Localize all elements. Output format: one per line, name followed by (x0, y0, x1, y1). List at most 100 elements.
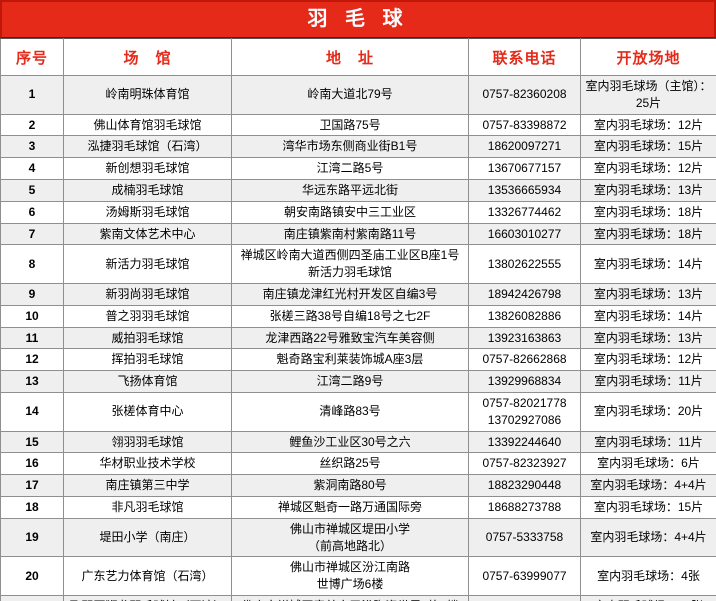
address-cell: 佛山市禅城区意美家卫浴陶瓷世界9栋2楼 (231, 594, 469, 601)
venue-cell: 广东艺力体育馆（石湾） (63, 556, 232, 596)
address-cell: 湾华市场东侧商业街B1号 (231, 135, 469, 159)
phone-cell: 16603010277 (468, 222, 581, 246)
column-header-4: 联系电话 (468, 38, 581, 76)
open-courts-cell: 室内羽毛球场：11片 (580, 370, 716, 393)
address-cell: 南庄镇紫南村紫南路11号 (231, 222, 469, 246)
venue-cell: 新羽尚羽毛球馆 (63, 282, 232, 306)
address-cell: 江湾二路9号 (231, 370, 469, 393)
table-row: 10 普之羽羽毛球馆 张槎三路38号自编18号之七2F 13826082886 室内羽毛… (0, 304, 716, 328)
row-number-cell: 3 (0, 135, 64, 159)
open-courts-cell: 室内羽毛球场：18片 (580, 222, 716, 246)
column-header-1: 序号 (0, 38, 64, 76)
phone-cell: 0757-82021778 13702927086 (468, 391, 581, 432)
phone-cell: 18942426798 (468, 282, 581, 306)
address-cell: 江湾二路5号 (231, 157, 469, 180)
table-row: 18 非凡羽毛球馆 禅城区魁奇一路万通国际旁 18688273788 室内羽毛球场：15… (0, 495, 716, 519)
address-cell: 佛山市禅城区堤田小学 （前高地路北） (231, 517, 469, 558)
venues-table: 序号场 馆地 址联系电话 开放场地 1 岭南明珠体育馆 岭南大道北79号 0757-82… (0, 38, 716, 601)
table-row: 4 新创想羽毛球馆 江湾二路5号 13670677157 室内羽毛球场：12片 (0, 157, 716, 180)
phone-cell: 0757-63999077 (468, 556, 581, 596)
open-courts-cell: 室内羽毛球场：18片 (580, 200, 716, 224)
venue-cell: 挥拍羽毛球馆 (63, 348, 232, 372)
venue-cell: 紫南文体艺术中心 (63, 222, 232, 246)
row-number-cell: 19 (0, 517, 64, 558)
address-cell: 清峰路83号 (231, 391, 469, 432)
table-row: 17 南庄镇第三中学 紫洞南路80号 18823290448 室内羽毛球场：4+4片 (0, 474, 716, 497)
column-header-row: 序号场 馆地 址联系电话 开放场地 (0, 38, 716, 76)
open-courts-cell: 室内羽毛球场：12张 (580, 594, 716, 601)
phone-cell: 18688273788 (468, 495, 581, 519)
open-courts-cell: 室内羽毛球场：13片 (580, 282, 716, 306)
table-row: 11 威拍羽毛球馆 龙津西路22号雅致宝汽车美容侧 13923163863 室内羽毛球场… (0, 326, 716, 350)
column-header-5: 开放场地 (580, 38, 716, 76)
row-number-cell: 20 (0, 556, 64, 596)
address-cell: 禅城区魁奇一路万通国际旁 (231, 495, 469, 519)
phone-cell: 13923163863 (468, 326, 581, 350)
venue-cell: 飞扬体育馆 (63, 370, 232, 393)
address-cell: 岭南大道北79号 (231, 75, 469, 115)
venue-cell: 飞羽亚狮龙羽毛球馆（石湾） (63, 594, 232, 601)
venue-cell: 岭南明珠体育馆 (63, 75, 232, 115)
open-courts-cell: 室内羽毛球场：12片 (580, 348, 716, 372)
row-number-cell: 16 (0, 452, 64, 476)
phone-cell: 13326774462 (468, 200, 581, 224)
open-courts-cell: 室内羽毛球场：6片 (580, 452, 716, 476)
column-header-3: 地 址 (231, 38, 469, 76)
venue-cell: 汤姆斯羽毛球馆 (63, 200, 232, 224)
row-number-cell: 18 (0, 495, 64, 519)
table-row: 21飞羽亚狮龙羽毛球馆（石湾）佛山市禅城区意美家卫浴陶瓷世界9栋2楼137249… (0, 594, 716, 601)
address-cell: 卫国路75号 (231, 113, 469, 137)
open-courts-cell: 室内羽毛球场：14片 (580, 244, 716, 284)
row-number-cell: 13 (0, 370, 64, 393)
address-cell: 张槎三路38号自编18号之七2F (231, 304, 469, 328)
phone-cell: 0757-83398872 (468, 113, 581, 137)
venue-cell: 成楠羽毛球馆 (63, 178, 232, 202)
row-number-cell: 15 (0, 430, 64, 454)
phone-cell: 18620097271 (468, 135, 581, 159)
row-number-cell: 7 (0, 222, 64, 246)
row-number-cell: 12 (0, 348, 64, 372)
open-courts-cell: 室内羽毛球场：15片 (580, 495, 716, 519)
address-cell: 佛山市禅城区汾江南路 世博广场6楼 (231, 556, 469, 596)
table-row: 16 华材职业技术学校 丝织路25号 0757-82323927 室内羽毛球场：6片 (0, 452, 716, 476)
venue-cell: 非凡羽毛球馆 (63, 495, 232, 519)
phone-cell: 18823290448 (468, 474, 581, 497)
phone-cell: 0757-82662868 (468, 348, 581, 372)
venue-cell: 华材职业技术学校 (63, 452, 232, 476)
address-cell: 禅城区岭南大道西侧四圣庙工业区B座1号新活力羽毛球馆 (231, 244, 469, 284)
table-row: 15 翎羽羽毛球馆 鲤鱼沙工业区30号之六 13392244640 室内羽毛球场：11片 (0, 430, 716, 454)
address-cell: 魁奇路宝利莱装饰城A座3层 (231, 348, 469, 372)
open-courts-cell: 室内羽毛球场：15片 (580, 135, 716, 159)
venue-cell: 佛山体育馆羽毛球馆 (63, 113, 232, 137)
table-title: 羽 毛 球 (0, 0, 716, 38)
open-courts-cell: 室内羽毛球场：13片 (580, 326, 716, 350)
table-row: 9 新羽尚羽毛球馆 南庄镇龙津红光村开发区自编3号 18942426798 室内羽毛球场… (0, 282, 716, 306)
phone-cell: 13826082886 (468, 304, 581, 328)
open-courts-cell: 室内羽毛球场：20片 (580, 391, 716, 432)
venue-cell: 张槎体育中心 (63, 391, 232, 432)
row-number-cell: 1 (0, 75, 64, 115)
row-number-cell: 10 (0, 304, 64, 328)
phone-cell: 13724991856 (468, 594, 581, 601)
table-row: 3 泓捷羽毛球馆（石湾） 湾华市场东侧商业街B1号 18620097271 室内羽毛球场… (0, 135, 716, 159)
address-cell: 鲤鱼沙工业区30号之六 (231, 430, 469, 454)
address-cell: 南庄镇龙津红光村开发区自编3号 (231, 282, 469, 306)
row-number-cell: 14 (0, 391, 64, 432)
row-number-cell: 5 (0, 178, 64, 202)
row-number-cell: 2 (0, 113, 64, 137)
venue-cell: 普之羽羽毛球馆 (63, 304, 232, 328)
row-number-cell: 21 (0, 594, 64, 601)
column-header-2: 场 馆 (63, 38, 232, 76)
phone-cell: 13670677157 (468, 157, 581, 180)
open-courts-cell: 室内羽毛球场：4张 (580, 556, 716, 596)
table-row: 20 广东艺力体育馆（石湾） 佛山市禅城区汾江南路 世博广场6楼 0757-63999… (0, 556, 716, 596)
venue-cell: 翎羽羽毛球馆 (63, 430, 232, 454)
table-row: 5 成楠羽毛球馆 华远东路平远北街 13536665934 室内羽毛球场：13片 (0, 178, 716, 202)
venue-cell: 威拍羽毛球馆 (63, 326, 232, 350)
table-row: 6 汤姆斯羽毛球馆 朝安南路镇安中三工业区 13326774462 室内羽毛球场：18片 (0, 200, 716, 224)
phone-cell: 13802622555 (468, 244, 581, 284)
phone-cell: 0757-82323927 (468, 452, 581, 476)
row-number-cell: 9 (0, 282, 64, 306)
row-number-cell: 11 (0, 326, 64, 350)
